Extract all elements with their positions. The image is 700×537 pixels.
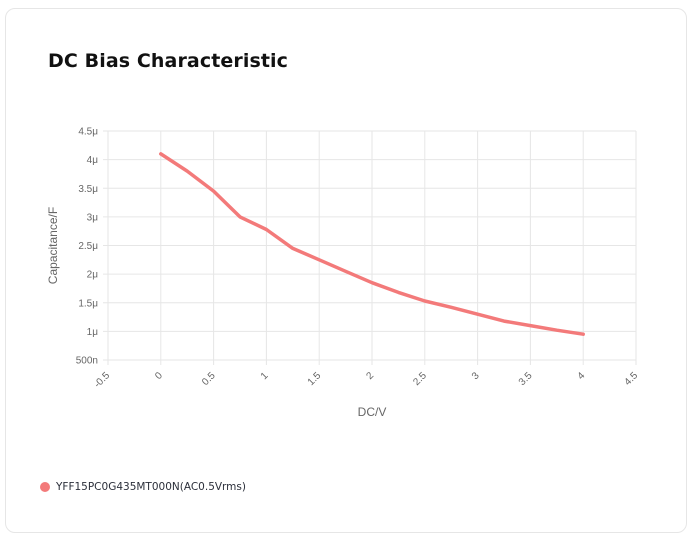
x-axis-title: DC/V <box>358 405 387 419</box>
x-tick-label: 2.5 <box>411 370 429 388</box>
y-tick-label: 2.5μ <box>78 241 98 252</box>
y-tick-label: 3μ <box>87 212 99 223</box>
y-axis-title: Capacitance/F <box>46 207 60 284</box>
y-tick-label: 3.5μ <box>78 184 98 195</box>
y-tick-label: 1.5μ <box>78 298 98 309</box>
x-tick-label: 0 <box>153 370 165 382</box>
legend-label: YFF15PC0G435MT000N(AC0.5Vrms) <box>56 481 246 493</box>
x-tick-label: 2 <box>364 370 376 382</box>
x-tick-label: 1.5 <box>306 370 324 388</box>
x-tick-label: 0.5 <box>200 370 218 388</box>
x-tick-label: 3.5 <box>517 370 535 388</box>
grid <box>103 130 637 365</box>
chart-title: DC Bias Characteristic <box>48 50 289 72</box>
y-tick-label: 1μ <box>87 327 99 338</box>
x-tick-label: -0.5 <box>92 370 112 390</box>
y-tick-label: 2μ <box>87 270 99 281</box>
y-tick-label: 4μ <box>87 155 99 166</box>
y-tick-label: 4.5μ <box>78 127 98 138</box>
x-tick-label: 1 <box>259 370 271 382</box>
series-line[interactable] <box>159 152 585 336</box>
x-tick-label: 4.5 <box>623 370 641 388</box>
legend-marker-icon <box>40 482 50 492</box>
series-layer <box>159 152 585 336</box>
x-tick-label: 3 <box>470 370 482 382</box>
y-tick-label: 500n <box>76 356 98 367</box>
x-tick-label: 4 <box>576 370 588 382</box>
